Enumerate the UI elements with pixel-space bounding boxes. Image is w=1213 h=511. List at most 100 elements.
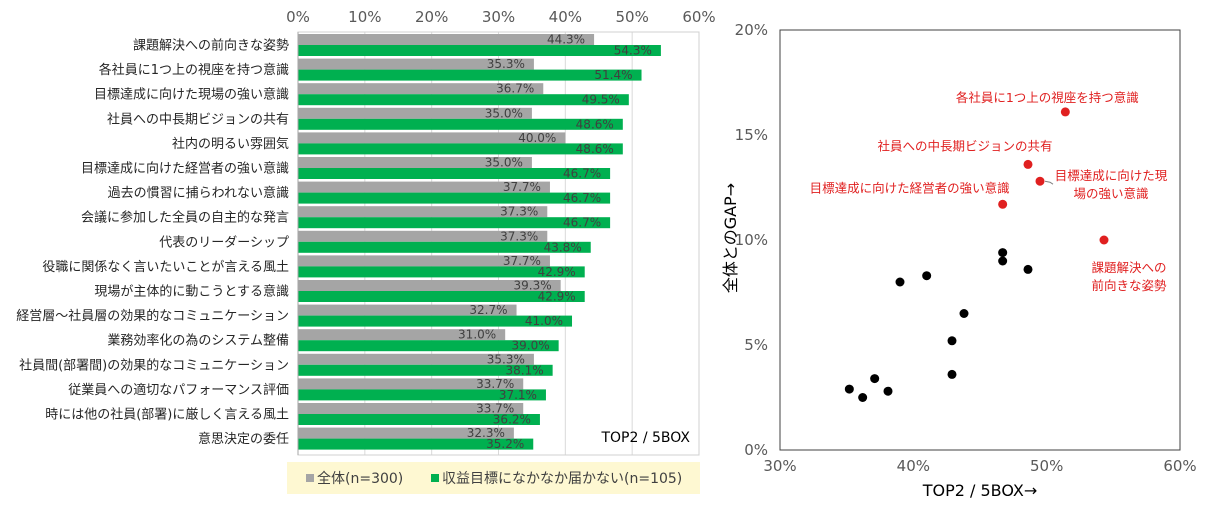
- bar-target-missed: [298, 69, 642, 81]
- bar-data-label-total: 32.7%: [469, 303, 507, 317]
- bar-data-label-target-missed: 42.9%: [538, 290, 576, 304]
- bar-total: [298, 329, 506, 341]
- bar-x-tick-label: 0%: [286, 8, 310, 26]
- scatter-point-label-line: 各社員に1つ上の視座を持つ意識: [956, 90, 1139, 105]
- bar-legend: 全体(n=300) 収益目標になかなか届かない(n=105): [287, 462, 700, 494]
- scatter-x-axis: 30% 40% 50% 60%: [763, 457, 1196, 475]
- bar-target-missed: [298, 364, 553, 376]
- bar-target-missed: [298, 389, 546, 401]
- bar-total: [298, 230, 548, 242]
- bar-data-label-target-missed: 36.2%: [493, 413, 531, 427]
- scatter-points: [844, 107, 1109, 402]
- bar-x-tick-label: 50%: [615, 8, 648, 26]
- bar-total: [298, 427, 514, 439]
- bar-data-label-total: 40.0%: [518, 131, 556, 145]
- bar-data-label-target-missed: 46.7%: [563, 167, 601, 181]
- scatter-point-label: 目標達成に向けた現場の強い意識: [1055, 168, 1168, 201]
- bar-category-label: 過去の慣習に捕らわれない意識: [108, 185, 289, 201]
- scatter-point: [947, 336, 957, 346]
- scatter-point: [858, 393, 868, 402]
- scatter-x-axis-title: TOP2 / 5BOX→: [922, 481, 1038, 500]
- bar-target-missed: [298, 192, 611, 204]
- bar-x-tick-label: 30%: [482, 8, 515, 26]
- bar-total: [298, 304, 517, 316]
- bar-x-tick-label: 40%: [549, 8, 582, 26]
- bar-x-tick-label: 60%: [682, 8, 715, 26]
- bar-data-label-total: 39.3%: [514, 279, 552, 293]
- scatter-x-tick-label: 40%: [897, 457, 930, 475]
- bar-category-label: 社員間(部署間)の効果的なコミュニケーション: [19, 357, 289, 373]
- scatter-chart: 0%5%10%15%20% 30% 40% 50% 60% TOP2 / 5BOX→ …: [721, 21, 1197, 500]
- scatter-plot-frame: [779, 29, 1181, 451]
- legend-label-target-missed: 収益目標になかなか届かない(n=105): [442, 471, 682, 487]
- bar-category-label: 業務効率化の為のシステム整備: [107, 333, 289, 349]
- bar-data-label-total: 36.7%: [496, 82, 534, 96]
- scatter-leader-lines: [1044, 180, 1054, 185]
- scatter-point: [998, 256, 1008, 266]
- bar-total: [298, 206, 548, 218]
- scatter-point-highlight: [998, 199, 1008, 209]
- scatter-point-label: 課題解決への前向きな姿勢: [1091, 260, 1167, 293]
- bar-data-label-target-missed: 41.0%: [525, 314, 563, 328]
- scatter-y-axis: 0% 5% 10% 15% 20%: [735, 21, 768, 459]
- bar-data-label-total: 37.3%: [500, 229, 538, 243]
- scatter-point-highlight: [1023, 159, 1033, 169]
- legend-marker-total: [306, 474, 314, 482]
- scatter-point-label: 社員への中長期ビジョンの共有: [877, 138, 1052, 153]
- bar-total: [298, 132, 566, 144]
- bar-chart: 0% 10% 20% 30% 40% 50% 60% 課題解決への前向きな姿勢各社員に1つ上…: [16, 8, 716, 494]
- bar-data-label-target-missed: 51.4%: [594, 68, 632, 82]
- bar-target-missed: [298, 414, 540, 425]
- scatter-x-tick-label: 50%: [1030, 457, 1063, 475]
- bar-total: [298, 255, 550, 267]
- scatter-x-tick-label: 60%: [1163, 457, 1196, 475]
- bar-category-label: 社員への中長期ビジョンの共有: [107, 111, 289, 127]
- bar-category-label: 従業員への適切なパフォーマンス評価: [68, 382, 289, 398]
- bar-data-label-target-missed: 54.3%: [614, 44, 652, 58]
- bar-target-missed: [298, 143, 623, 155]
- bar-target-missed: [298, 291, 585, 302]
- bar-category-label: 時には他の社員(部署)に厳しく言える風土: [45, 407, 289, 423]
- bar-category-label: 役職に関係なく言いたいことが言える風土: [42, 260, 289, 275]
- bar-total: [298, 107, 532, 119]
- scatter-point: [922, 271, 932, 281]
- scatter-point-label-line: 目標達成に向けた経営者の強い意識: [810, 180, 1010, 195]
- bar-total: [298, 58, 534, 70]
- bar-data-label-total: 37.7%: [503, 180, 541, 194]
- scatter-y-tick-label: 10%: [735, 231, 768, 249]
- scatter-point: [844, 384, 854, 394]
- bar-target-missed: [298, 118, 623, 130]
- scatter-point-highlight: [1099, 235, 1109, 245]
- scatter-y-tick-label: 5%: [744, 336, 768, 354]
- bar-data-label-total: 35.0%: [485, 106, 523, 120]
- bar-data-label-total: 37.3%: [500, 205, 538, 219]
- scatter-point-highlight: [1035, 176, 1045, 186]
- bar-total: [298, 181, 550, 193]
- bar-total: [298, 353, 534, 365]
- bar-annotation: TOP2 / 5BOX: [600, 430, 690, 446]
- bar-data-label-target-missed: 46.7%: [563, 191, 601, 205]
- bar-target-missed: [298, 266, 585, 278]
- bar-total: [298, 403, 524, 414]
- scatter-point-label-line: 課題解決への: [1091, 260, 1166, 275]
- bar-category-axis: 課題解決への前向きな姿勢各社員に1つ上の視座を持つ意識目標達成に向けた現場の強い…: [16, 38, 289, 448]
- bar-data-label-target-missed: 48.6%: [576, 117, 614, 131]
- scatter-point-label: 各社員に1つ上の視座を持つ意識: [956, 90, 1139, 105]
- bar-data-label-target-missed: 43.8%: [544, 240, 582, 254]
- scatter-point: [895, 277, 905, 287]
- bar-category-label: 社内の明るい雰囲気: [172, 136, 289, 152]
- bar-data-label-target-missed: 37.1%: [499, 388, 537, 402]
- scatter-point: [1023, 264, 1033, 274]
- bar-target-missed: [298, 45, 661, 56]
- bar-target-missed: [298, 217, 611, 229]
- bar-data-label-target-missed: 49.5%: [582, 93, 620, 107]
- bar-total: [298, 157, 532, 168]
- bar-data-label-target-missed: 42.9%: [538, 265, 576, 279]
- scatter-point: [959, 309, 969, 318]
- bar-data-label-total: 44.3%: [547, 33, 585, 47]
- bar-total: [298, 34, 595, 45]
- bar-target-missed: [298, 315, 573, 327]
- bar-category-label: 各社員に1つ上の視座を持つ意識: [99, 62, 289, 78]
